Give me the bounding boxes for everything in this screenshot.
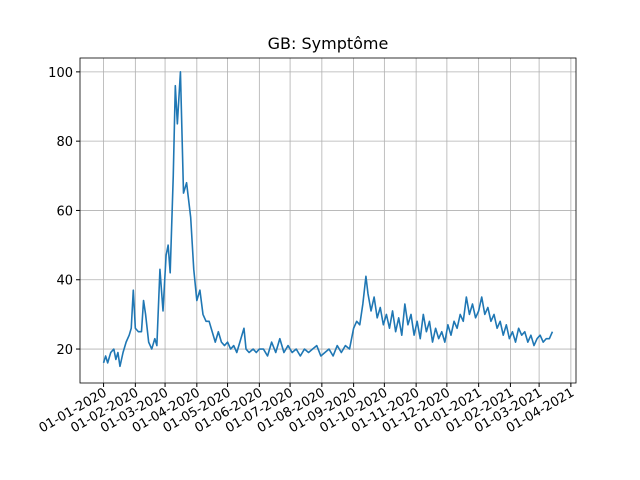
plot-frame: [79, 57, 577, 384]
y-tick-label: 60: [56, 204, 73, 219]
chart-title: GB: Symptôme: [268, 34, 389, 53]
y-tick-label: 20: [56, 343, 73, 358]
y-tick-label: 80: [56, 135, 73, 150]
y-tick-label: 100: [48, 66, 73, 81]
line: [102, 71, 554, 368]
y-tick-label: 40: [56, 274, 73, 289]
